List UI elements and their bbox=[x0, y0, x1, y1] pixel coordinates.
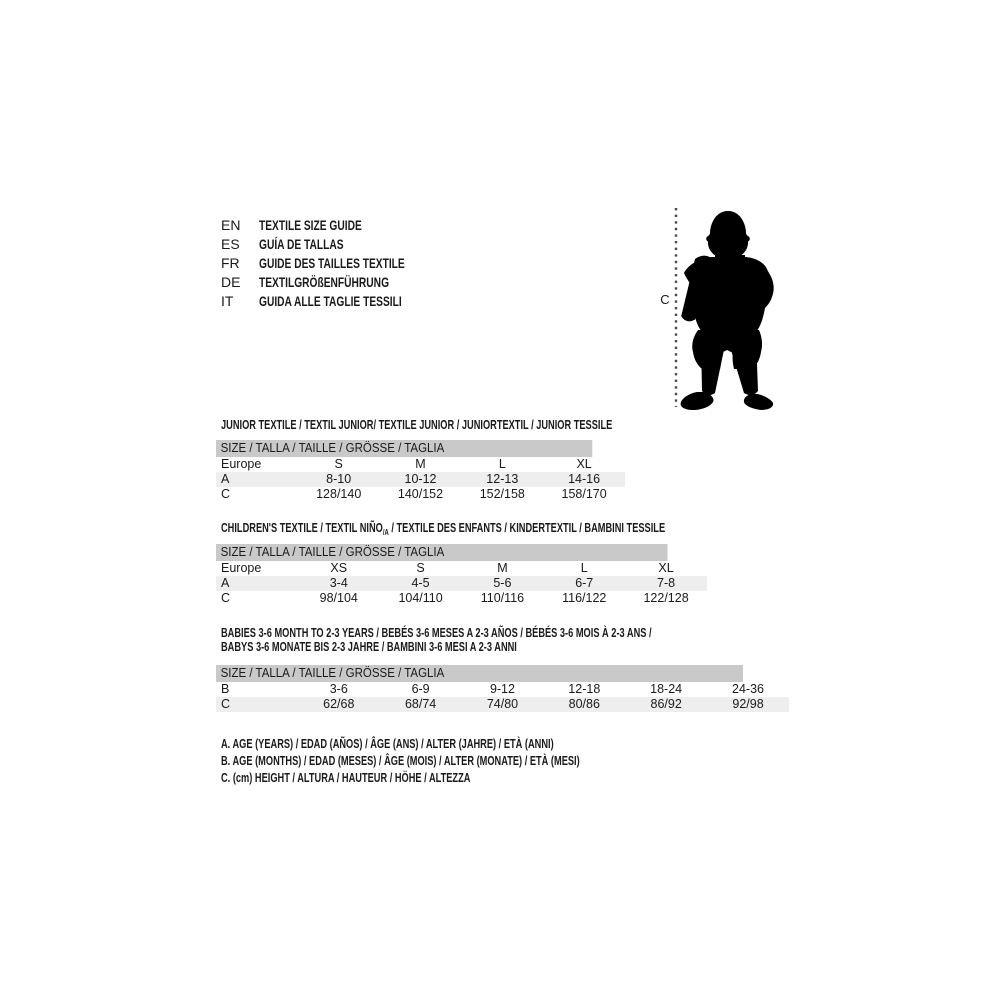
svg-text:C: C bbox=[660, 292, 669, 307]
